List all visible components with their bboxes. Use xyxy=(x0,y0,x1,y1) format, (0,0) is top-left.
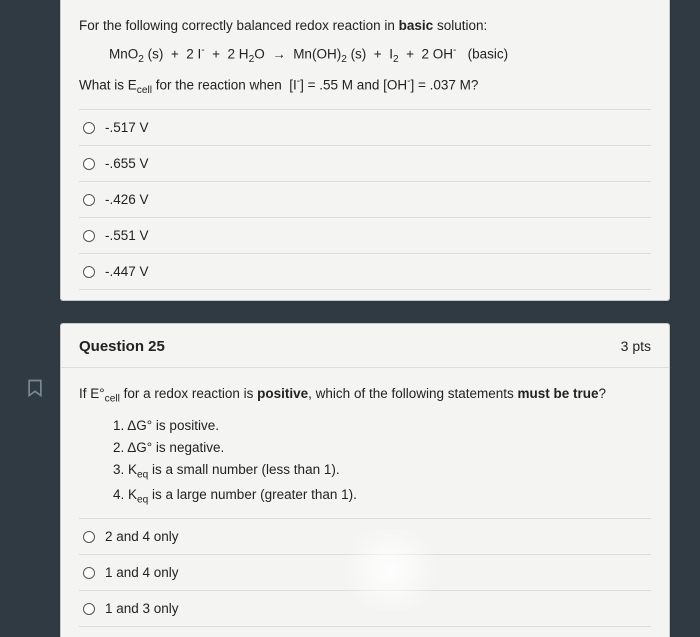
option-label: -.551 V xyxy=(105,228,149,243)
q25-statement: 3. Keq is a small number (less than 1). xyxy=(113,462,651,481)
q25-statement: 4. Keq is a large number (greater than 1… xyxy=(113,487,651,506)
option-label: 1 and 4 only xyxy=(105,565,179,580)
q24-option[interactable]: -.655 V xyxy=(79,145,651,181)
q25-statements: 1. ΔG° is positive. 2. ΔG° is negative. … xyxy=(113,418,651,506)
q24-equation: MnO2 (s) + 2 I- + 2 H2O → Mn(OH)2 (s) + … xyxy=(79,44,651,68)
bookmark-flag-icon[interactable] xyxy=(25,378,45,402)
radio-icon xyxy=(83,122,95,134)
question-points: 3 pts xyxy=(621,338,651,354)
question-25-header: Question 25 3 pts xyxy=(61,324,669,368)
q25-option[interactable]: 1 and 3 only xyxy=(79,590,651,627)
question-24-body: For the following correctly balanced red… xyxy=(61,0,669,300)
q25-option[interactable]: 2 and 4 only xyxy=(79,518,651,554)
question-title: Question 25 xyxy=(79,338,165,355)
question-25-body: If E°cell for a redox reaction is positi… xyxy=(61,368,669,637)
option-label: -.426 V xyxy=(105,192,149,207)
radio-icon xyxy=(83,158,95,170)
q24-stem-line1: For the following correctly balanced red… xyxy=(79,16,651,36)
q25-statement: 2. ΔG° is negative. xyxy=(113,440,651,455)
q24-option[interactable]: -.426 V xyxy=(79,181,651,217)
radio-icon xyxy=(83,266,95,278)
radio-icon xyxy=(83,194,95,206)
q25-stem: If E°cell for a redox reaction is positi… xyxy=(79,384,651,407)
option-label: 1 and 3 only xyxy=(105,601,179,616)
option-label: -.447 V xyxy=(105,264,149,279)
q24-option[interactable]: -.447 V xyxy=(79,253,651,290)
question-24-card: For the following correctly balanced red… xyxy=(60,0,670,301)
radio-icon xyxy=(83,567,95,579)
radio-icon xyxy=(83,230,95,242)
question-25-card: Question 25 3 pts If E°cell for a redox … xyxy=(60,323,670,637)
q24-stem-line2: What is Ecell for the reaction when [I-]… xyxy=(79,75,651,99)
q25-options: 2 and 4 only 1 and 4 only 1 and 3 only xyxy=(79,518,651,627)
q25-statement: 1. ΔG° is positive. xyxy=(113,418,651,433)
option-label: -.517 V xyxy=(105,120,149,135)
radio-icon xyxy=(83,531,95,543)
q24-options: -.517 V -.655 V -.426 V -.551 V -.447 V xyxy=(79,109,651,290)
q25-option[interactable]: 1 and 4 only xyxy=(79,554,651,590)
q24-option[interactable]: -.517 V xyxy=(79,109,651,145)
option-label: -.655 V xyxy=(105,156,149,171)
flag-column xyxy=(25,0,55,603)
radio-icon xyxy=(83,603,95,615)
option-label: 2 and 4 only xyxy=(105,529,179,544)
q24-option[interactable]: -.551 V xyxy=(79,217,651,253)
